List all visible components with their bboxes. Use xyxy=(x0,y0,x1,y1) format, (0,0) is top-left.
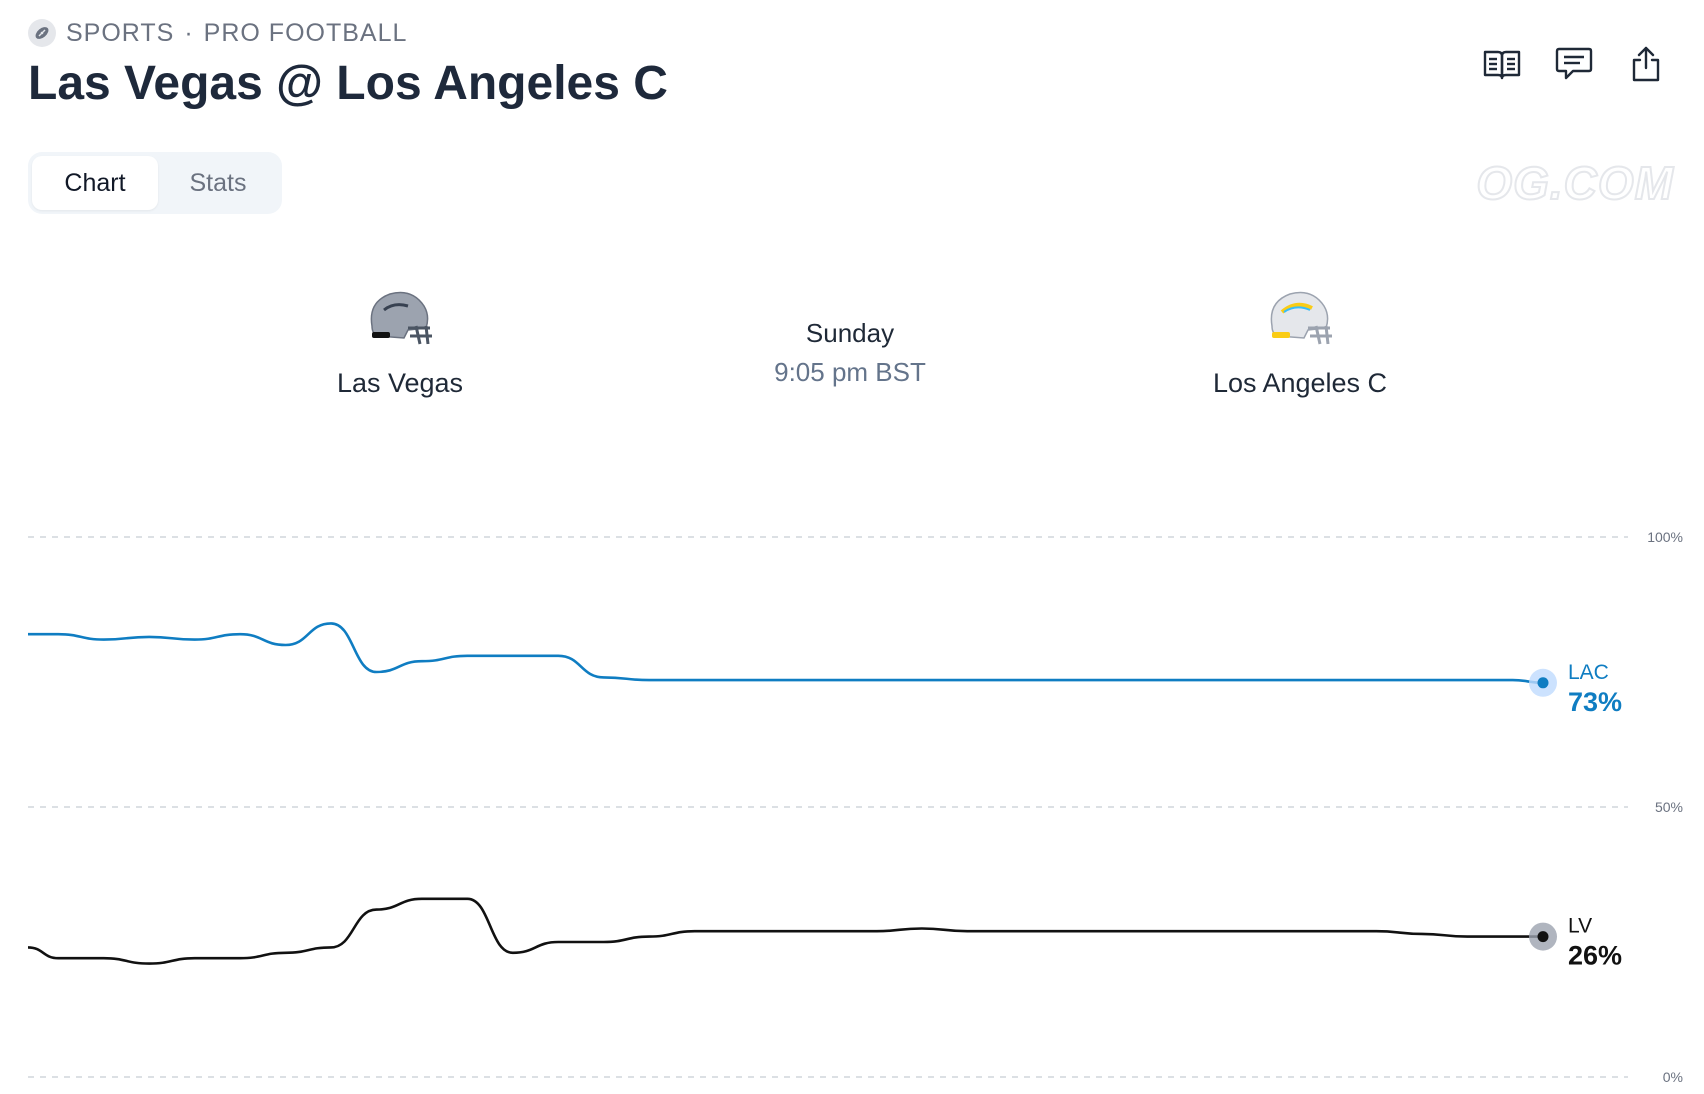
subcategory-label[interactable]: PRO FOOTBALL xyxy=(203,18,408,47)
share-icon[interactable] xyxy=(1626,44,1666,84)
away-helmet-icon xyxy=(370,291,432,345)
game-clock: 9:05 pm BST xyxy=(774,357,926,387)
book-icon[interactable] xyxy=(1482,44,1522,84)
y-tick-label: 50% xyxy=(1655,799,1683,815)
series-end-dot xyxy=(1537,677,1549,689)
home-team[interactable]: Los Angeles C xyxy=(1150,288,1450,399)
page-title: Las Vegas @ Los Angeles C xyxy=(28,57,668,110)
category-breadcrumb: SPORTS · PRO FOOTBALL xyxy=(28,16,407,50)
watermark-logo: OG.COM xyxy=(1475,156,1674,210)
series-end-name: LAC xyxy=(1568,661,1609,684)
toolbar xyxy=(1482,44,1666,84)
home-team-name: Los Angeles C xyxy=(1212,368,1388,398)
away-team-name: Las Vegas xyxy=(336,368,464,398)
y-tick-label: 100% xyxy=(1647,529,1683,545)
away-team[interactable]: Las Vegas xyxy=(250,288,550,399)
game-day: Sunday xyxy=(805,318,895,348)
series-line-lac xyxy=(28,622,1544,685)
series-end-dot xyxy=(1537,931,1549,943)
tab-stats[interactable]: Stats xyxy=(189,168,247,197)
view-tabs: Chart Stats xyxy=(28,152,282,214)
game-time: Sunday 9:05 pm BST xyxy=(700,318,1000,388)
series-end-name: LV xyxy=(1568,915,1592,938)
series-line-lv xyxy=(27,897,1543,965)
win-probability-chart: 100% 50% 0% LAC 73% LV 26% xyxy=(27,529,1683,1085)
home-helmet-icon xyxy=(1270,291,1332,345)
category-label[interactable]: SPORTS xyxy=(66,18,175,47)
comment-icon[interactable] xyxy=(1554,44,1594,84)
category-separator: · xyxy=(184,18,194,47)
y-tick-label: 0% xyxy=(1663,1069,1683,1085)
tab-chart[interactable]: Chart xyxy=(32,156,158,210)
series-end-value: 26% xyxy=(1568,941,1622,971)
series-end-value: 73% xyxy=(1568,687,1622,717)
football-icon xyxy=(28,19,56,47)
